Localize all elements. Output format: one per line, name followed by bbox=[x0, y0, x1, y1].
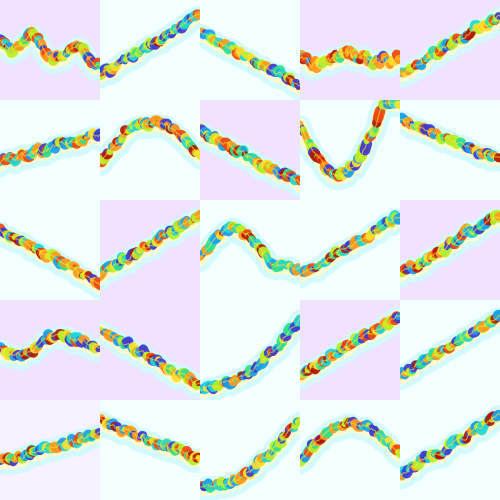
streak-tile bbox=[400, 0, 500, 100]
streak-graphic bbox=[200, 217, 300, 284]
streak-core-line bbox=[100, 214, 200, 277]
streak-graphic bbox=[300, 307, 400, 390]
streak-tile bbox=[0, 200, 100, 300]
streak-tile bbox=[100, 300, 200, 400]
streak-core-line bbox=[100, 121, 200, 163]
streak-tile bbox=[200, 300, 300, 400]
streak-tile bbox=[100, 0, 200, 100]
streak-core-line bbox=[300, 216, 400, 275]
streak-tile bbox=[400, 200, 500, 300]
streak-graphic bbox=[200, 121, 300, 199]
streak-core-line bbox=[300, 102, 400, 177]
streak-tile bbox=[300, 200, 400, 300]
streak-core-line bbox=[0, 133, 100, 164]
streak-tile bbox=[400, 400, 500, 500]
streak-core-line bbox=[300, 420, 400, 461]
streak-graphic bbox=[0, 25, 100, 81]
streak-segment bbox=[433, 128, 442, 137]
streak-graphic bbox=[100, 320, 200, 399]
streak-graphic bbox=[200, 309, 300, 400]
streak-core-line bbox=[400, 215, 500, 275]
streak-core-line bbox=[200, 419, 300, 488]
streak-graphic bbox=[200, 411, 300, 500]
streak-tile bbox=[200, 400, 300, 500]
streak-graphic bbox=[100, 114, 200, 177]
streak-tile bbox=[200, 200, 300, 300]
streak-tile bbox=[0, 400, 100, 500]
streak-graphic bbox=[100, 206, 200, 291]
streak-tile bbox=[100, 200, 200, 300]
streak-graphic bbox=[300, 413, 400, 475]
streak-graphic bbox=[300, 42, 400, 82]
streak-graphic bbox=[100, 6, 200, 89]
streak-graphic bbox=[400, 307, 500, 391]
streak-graphic bbox=[400, 7, 500, 89]
streak-tile bbox=[100, 100, 200, 200]
streak-graphic bbox=[100, 410, 200, 474]
streak-core-line bbox=[400, 314, 500, 377]
streak-tile bbox=[0, 0, 100, 100]
streak-graphic bbox=[300, 100, 400, 191]
streak-core-line bbox=[100, 13, 200, 76]
streak-core-line bbox=[100, 418, 200, 460]
streak-core-line bbox=[0, 32, 100, 68]
streak-core-line bbox=[100, 327, 200, 385]
streak-graphic bbox=[300, 209, 400, 289]
streak-graphic bbox=[400, 208, 500, 289]
streak-segment bbox=[10, 155, 22, 167]
streak-core-line bbox=[400, 118, 500, 159]
streak-core-line bbox=[200, 317, 300, 392]
streak-core-line bbox=[300, 48, 400, 69]
streak-tile bbox=[400, 300, 500, 400]
streak-tile bbox=[200, 100, 300, 200]
streak-tile bbox=[300, 400, 400, 500]
streak-core-line bbox=[0, 229, 100, 286]
streak-core-line bbox=[200, 129, 300, 185]
streak-segment bbox=[124, 338, 134, 348]
streak-core-line bbox=[200, 225, 300, 271]
streak-graphic bbox=[400, 405, 500, 490]
streak-graphic bbox=[200, 23, 300, 100]
streak-tile bbox=[300, 100, 400, 200]
streak-tile bbox=[100, 400, 200, 500]
streak-segment bbox=[465, 26, 477, 39]
streak-core-line bbox=[400, 14, 500, 75]
streak-tile bbox=[300, 0, 400, 100]
streak-tile bbox=[0, 300, 100, 400]
streak-segment bbox=[95, 345, 100, 353]
streak-graphic bbox=[0, 423, 100, 475]
streak-segment bbox=[367, 329, 378, 340]
streak-graphic bbox=[0, 126, 100, 178]
streak-tile bbox=[0, 100, 100, 200]
streak-core-line bbox=[0, 431, 100, 462]
streak-graphic bbox=[0, 325, 100, 371]
streak-core-line bbox=[300, 314, 400, 377]
streak-core-line bbox=[400, 412, 500, 477]
streak-core-line bbox=[200, 31, 300, 87]
streak-tile bbox=[300, 300, 400, 400]
streak-graphic bbox=[0, 221, 100, 300]
streak-graphic bbox=[400, 111, 500, 172]
streak-core-line bbox=[0, 332, 100, 358]
streak-segment bbox=[295, 175, 300, 186]
streak-tile bbox=[400, 100, 500, 200]
streak-segment bbox=[392, 213, 400, 225]
streak-tile bbox=[200, 0, 300, 100]
streak-segment bbox=[294, 417, 300, 426]
streak-segment bbox=[235, 46, 247, 58]
